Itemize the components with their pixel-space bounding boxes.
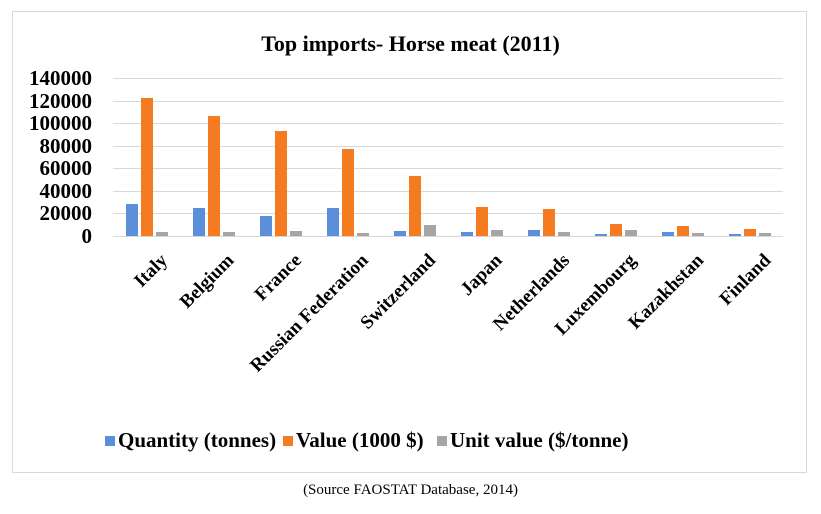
bar-value	[409, 176, 421, 236]
bar-unit	[558, 231, 570, 236]
legend-swatch-value	[283, 435, 293, 446]
y-tick-label: 20000	[39, 201, 93, 226]
bar-unit	[156, 231, 168, 236]
legend-swatch-quantity	[105, 435, 115, 446]
bar-quantity	[662, 231, 674, 236]
source-caption: (Source FAOSTAT Database, 2014)	[303, 482, 518, 498]
bar-unit	[759, 232, 771, 236]
y-tick-label: 40000	[39, 178, 93, 203]
bar-unit	[491, 230, 503, 236]
bar-value	[275, 131, 287, 236]
legend-item-unit-value: Unit value ($/tonne)	[437, 428, 629, 453]
bar-quantity	[729, 233, 741, 236]
y-tick-label: 80000	[39, 133, 93, 158]
bar-value	[342, 149, 354, 236]
bar-unit	[290, 230, 302, 236]
bar-value	[744, 229, 756, 236]
y-tick-label: 120000	[29, 88, 92, 113]
gridline	[113, 236, 783, 237]
legend-label-quantity: Quantity (tonnes)	[118, 428, 277, 452]
legend-label-unit-value: Unit value ($/tonne)	[450, 428, 629, 452]
bar-value	[476, 206, 488, 236]
gridline	[113, 100, 783, 102]
chart-title: Top imports- Horse meat (2011)	[261, 31, 560, 56]
legend-item-quantity: Quantity (tonnes)	[105, 428, 276, 453]
gridline	[113, 213, 783, 215]
bar-unit	[692, 233, 704, 236]
bar-group	[582, 78, 649, 236]
bar-quantity	[193, 207, 205, 236]
gridline	[113, 168, 783, 170]
gridline	[113, 145, 783, 147]
bar-group	[515, 78, 582, 236]
bar-group	[247, 78, 314, 236]
legend: Quantity (tonnes) Value (1000 $) Unit va…	[0, 428, 821, 452]
y-tick-label: 140000	[29, 66, 92, 90]
bar-quantity	[595, 234, 607, 236]
bar-unit	[625, 230, 637, 236]
legend-item-value: Value (1000 $)	[283, 428, 424, 453]
gridline	[113, 78, 783, 79]
bar-unit	[223, 231, 235, 236]
y-tick-label: 60000	[39, 156, 93, 181]
y-tick-label: 0	[81, 224, 93, 248]
bar-quantity	[461, 231, 473, 236]
bar-group	[314, 78, 381, 236]
bar-quantity	[528, 230, 540, 236]
bar-value	[141, 97, 153, 236]
bar-group	[113, 78, 180, 236]
bar-quantity	[260, 215, 272, 236]
bar-group	[716, 78, 783, 236]
gridline	[113, 190, 783, 192]
bar-group	[649, 78, 716, 236]
bar-group	[180, 78, 247, 236]
bar-quantity	[126, 203, 138, 236]
bar-unit	[424, 224, 436, 236]
bar-group	[448, 78, 515, 236]
bar-value	[208, 116, 220, 236]
bar-value	[610, 223, 622, 236]
chart-frame	[12, 11, 807, 473]
plot-area	[113, 78, 783, 237]
gridline	[113, 123, 783, 125]
legend-label-value: Value (1000 $)	[296, 428, 424, 452]
legend-swatch-unit-value	[437, 435, 447, 446]
bar-quantity	[394, 230, 406, 236]
bar-group	[381, 78, 448, 236]
y-tick-label: 100000	[29, 111, 92, 136]
bar-quantity	[327, 207, 339, 236]
bar-value	[677, 225, 689, 236]
bar-unit	[357, 233, 369, 236]
bar-value	[543, 208, 555, 236]
